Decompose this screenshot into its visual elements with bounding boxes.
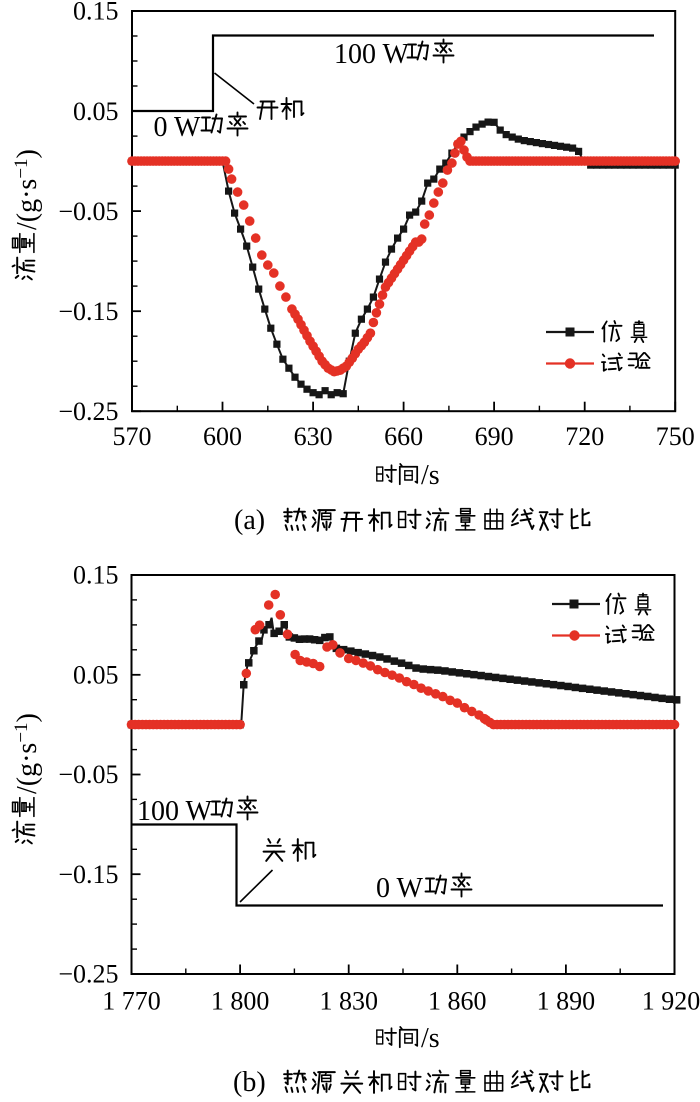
svg-text:750: 750 [656,422,695,451]
svg-text:−0.25: −0.25 [58,397,118,426]
svg-text:100 W: 100 W [334,39,409,70]
svg-text:1 890: 1 890 [537,987,596,1016]
svg-text:0 W: 0 W [154,112,201,143]
svg-text:0 W: 0 W [376,873,423,904]
svg-text:0.05: 0.05 [73,97,119,126]
svg-text:1 920: 1 920 [642,987,700,1016]
svg-text:600: 600 [203,422,242,451]
svg-text:570: 570 [113,422,152,451]
svg-text:660: 660 [384,422,423,451]
svg-text:(a): (a) [234,505,265,536]
svg-text:720: 720 [565,422,604,451]
svg-text:0.15: 0.15 [73,561,119,590]
svg-text:0.15: 0.15 [73,0,119,26]
svg-text:/s: /s [421,1023,440,1054]
svg-text:(b): (b) [233,1067,266,1098]
svg-text:−0.15: −0.15 [58,297,118,326]
svg-text:0.05: 0.05 [73,661,119,690]
svg-text:1 800: 1 800 [211,987,270,1016]
svg-text:1 830: 1 830 [319,987,378,1016]
svg-text:/s: /s [421,460,440,491]
svg-text:−0.05: −0.05 [58,760,118,789]
svg-text:−0.05: −0.05 [58,197,118,226]
svg-text:630: 630 [294,422,333,451]
svg-text:100 W: 100 W [137,796,212,827]
svg-text:690: 690 [475,422,514,451]
svg-text:1 860: 1 860 [428,987,487,1016]
svg-text:−0.15: −0.15 [58,860,118,889]
svg-text:1 770: 1 770 [102,987,161,1016]
svg-text:−0.25: −0.25 [58,960,118,989]
